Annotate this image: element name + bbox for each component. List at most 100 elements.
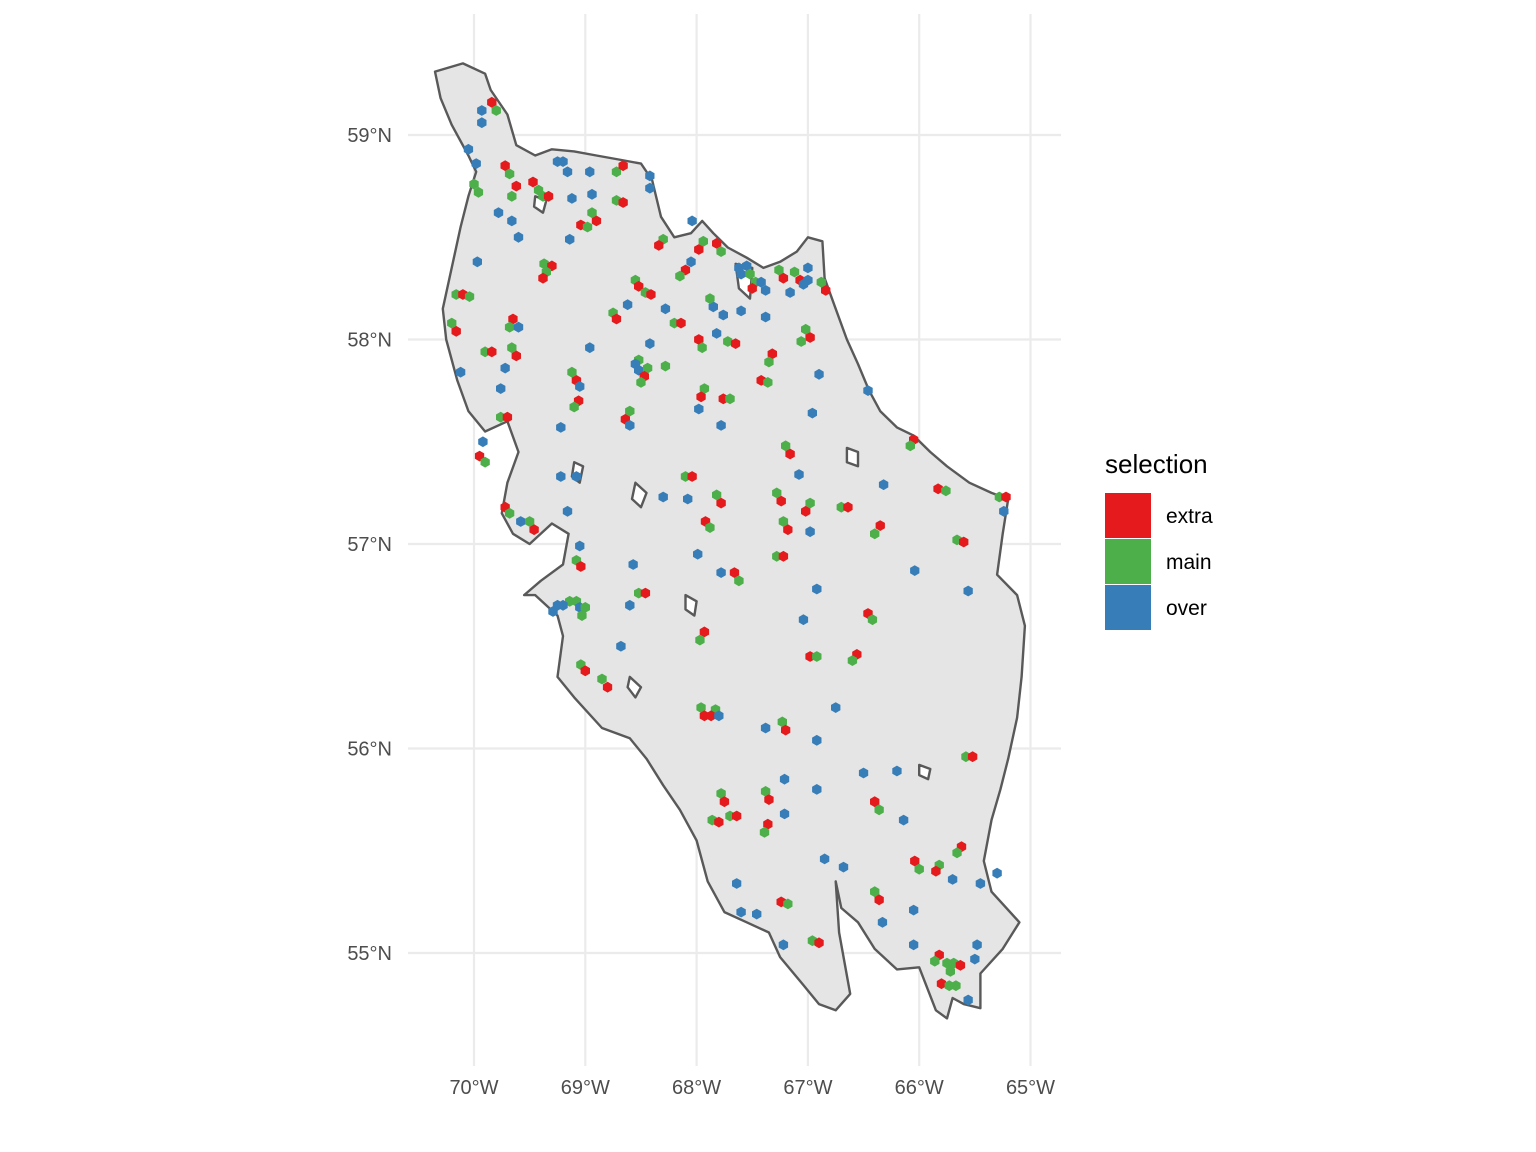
point-extra bbox=[931, 865, 941, 877]
point-over bbox=[477, 105, 487, 116]
point-extra bbox=[814, 937, 824, 949]
point-extra bbox=[955, 959, 966, 971]
point-over bbox=[877, 916, 888, 928]
point-extra bbox=[580, 665, 590, 677]
point-over bbox=[556, 471, 566, 482]
point-main bbox=[945, 966, 955, 977]
point-main bbox=[580, 602, 590, 613]
point-over bbox=[625, 420, 635, 431]
point-extra bbox=[805, 332, 815, 343]
point-extra bbox=[706, 710, 716, 722]
point-main bbox=[812, 651, 822, 662]
point-over bbox=[819, 853, 830, 865]
point-extra bbox=[676, 317, 686, 329]
point-extra bbox=[801, 505, 811, 517]
point-over bbox=[712, 328, 722, 339]
x-tick-label: 70°W bbox=[449, 1077, 498, 1099]
point-over bbox=[571, 471, 582, 482]
point-extra bbox=[870, 796, 880, 808]
point-over bbox=[472, 256, 482, 268]
point-main bbox=[905, 440, 915, 452]
point-main bbox=[759, 826, 770, 838]
point-over bbox=[562, 166, 573, 178]
point-over bbox=[732, 878, 742, 889]
legend-label-main: main bbox=[1166, 551, 1212, 574]
point-main bbox=[597, 673, 607, 685]
point-main bbox=[611, 166, 622, 178]
point-main bbox=[695, 634, 705, 646]
x-tick-label: 66°W bbox=[895, 1077, 944, 1099]
point-extra bbox=[487, 96, 497, 108]
point-main bbox=[781, 440, 791, 452]
point-over bbox=[477, 117, 487, 129]
point-main bbox=[941, 485, 951, 497]
point-over bbox=[645, 338, 655, 349]
point-main bbox=[712, 489, 722, 501]
point-over bbox=[558, 599, 568, 611]
y-tick-label: 55°N bbox=[347, 943, 392, 965]
legend-key-over bbox=[1105, 585, 1151, 630]
point-over bbox=[798, 614, 809, 626]
point-over bbox=[760, 722, 771, 734]
point-over bbox=[794, 469, 804, 480]
point-over bbox=[947, 874, 958, 885]
point-main bbox=[952, 847, 962, 859]
point-extra bbox=[508, 313, 518, 325]
point-over bbox=[760, 311, 771, 323]
point-main bbox=[567, 366, 577, 378]
point-main bbox=[760, 786, 771, 797]
point-over bbox=[803, 262, 813, 274]
point-over bbox=[567, 193, 577, 204]
point-over bbox=[471, 158, 481, 169]
legend-key-main bbox=[1105, 539, 1151, 584]
point-extra bbox=[781, 724, 791, 736]
point-over bbox=[963, 585, 973, 597]
point-main bbox=[539, 258, 549, 270]
point-over bbox=[616, 640, 626, 652]
point-over bbox=[660, 303, 671, 315]
point-extra bbox=[634, 280, 644, 292]
point-main bbox=[801, 323, 811, 335]
point-main bbox=[587, 207, 597, 219]
point-over bbox=[805, 526, 815, 538]
point-over bbox=[812, 784, 822, 795]
point-extra bbox=[874, 894, 884, 906]
x-tick-label: 68°W bbox=[672, 1077, 721, 1099]
point-over bbox=[812, 734, 822, 746]
point-extra bbox=[712, 238, 722, 249]
point-main bbox=[772, 487, 782, 499]
x-tick-label: 67°W bbox=[783, 1077, 832, 1099]
point-extra bbox=[529, 524, 539, 536]
point-main bbox=[447, 317, 457, 329]
point-main bbox=[469, 178, 479, 190]
longitude-axis: 70°W 69°W 68°W 67°W 66°W 65°W bbox=[449, 1077, 1055, 1099]
point-extra bbox=[646, 289, 656, 300]
point-over bbox=[548, 606, 558, 617]
point-over bbox=[686, 256, 696, 268]
point-main bbox=[805, 497, 815, 509]
point-over bbox=[863, 385, 873, 396]
point-main bbox=[625, 405, 635, 417]
point-extra bbox=[729, 567, 740, 578]
point-over bbox=[500, 362, 510, 374]
point-over bbox=[716, 567, 726, 578]
point-main bbox=[582, 221, 593, 233]
point-main bbox=[464, 291, 475, 302]
point-over bbox=[625, 599, 635, 611]
study-region bbox=[433, 62, 1027, 1020]
point-over bbox=[892, 765, 902, 777]
y-tick-label: 59°N bbox=[347, 125, 392, 147]
point-over bbox=[683, 493, 693, 505]
point-extra bbox=[487, 346, 497, 358]
point-over bbox=[513, 231, 524, 243]
point-over bbox=[575, 381, 585, 392]
point-main bbox=[504, 321, 515, 333]
y-tick-label: 57°N bbox=[347, 534, 392, 556]
point-main bbox=[870, 886, 880, 898]
point-extra bbox=[687, 471, 697, 482]
point-over bbox=[736, 268, 746, 280]
point-main bbox=[930, 955, 940, 967]
y-tick-label: 56°N bbox=[347, 739, 392, 761]
point-main bbox=[745, 268, 755, 280]
point-main bbox=[705, 293, 715, 304]
